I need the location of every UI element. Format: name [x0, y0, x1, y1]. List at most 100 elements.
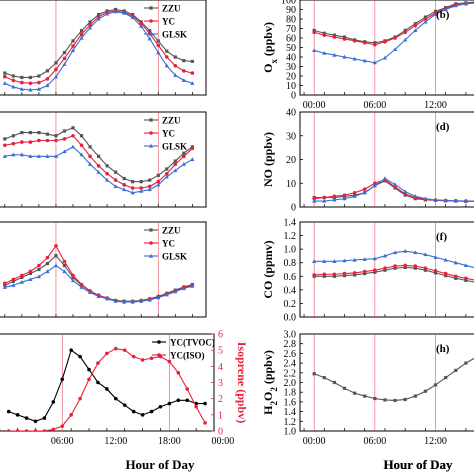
data-point [382, 55, 388, 60]
y-tick-label: 1.8 [284, 388, 297, 399]
data-point [322, 259, 327, 263]
data-point [105, 296, 110, 301]
data-point [45, 132, 50, 136]
data-point [122, 348, 127, 352]
data-point [453, 274, 458, 279]
data-point [131, 354, 136, 359]
data-point [413, 28, 418, 32]
data-point [156, 182, 161, 187]
data-point [383, 398, 387, 402]
y-axis-label-sub: x [269, 59, 279, 64]
data-point [139, 21, 144, 26]
panel-d: 0 10 20 30 40 (d) NO (ppbv) [261, 108, 474, 214]
data-point [88, 145, 92, 149]
data-point [403, 28, 407, 32]
legend-label: YC(ISO) [170, 351, 205, 361]
data-point [96, 380, 100, 385]
x-tick-label: 12:00 [424, 100, 447, 111]
data-point [443, 271, 448, 276]
data-point [53, 154, 59, 158]
data-point [312, 259, 317, 263]
data-point [383, 268, 387, 272]
data-point [54, 254, 58, 258]
panel-tag: (f) [436, 231, 447, 243]
y-tick-label: 1.2 [284, 417, 297, 428]
y2-tick-label: 3 [218, 378, 223, 389]
data-point [62, 129, 67, 133]
data-point [96, 169, 101, 174]
data-point [62, 137, 67, 141]
data-point [342, 196, 347, 201]
data-point [373, 41, 377, 45]
data-point [11, 283, 16, 287]
legend-marker [157, 353, 161, 357]
data-point [403, 248, 408, 253]
data-point [382, 253, 388, 258]
data-point [51, 400, 56, 404]
data-point [96, 294, 101, 299]
data-point [79, 143, 84, 148]
data-point [332, 33, 336, 37]
data-point [71, 133, 75, 138]
series-line-H2O2 [313, 357, 474, 401]
data-point [453, 3, 458, 8]
y-tick-label: 0.2 [284, 299, 297, 310]
data-point [149, 356, 154, 361]
data-point [15, 429, 20, 431]
data-point [28, 271, 32, 276]
data-point [105, 171, 109, 176]
data-point [45, 83, 50, 88]
data-point [185, 387, 190, 391]
data-point [33, 429, 38, 431]
y2-tick-label: 0 [218, 427, 223, 438]
data-point [173, 289, 178, 294]
data-point [148, 178, 152, 182]
data-point [423, 17, 428, 21]
data-point [62, 62, 67, 66]
data-point [79, 152, 84, 157]
data-point [105, 177, 110, 182]
data-point [362, 257, 367, 261]
series-line-YC(TVOC) [8, 349, 206, 422]
data-point [3, 71, 7, 75]
data-point [54, 67, 58, 72]
data-point [190, 157, 195, 162]
data-point [156, 173, 160, 177]
data-point [96, 154, 101, 158]
data-point [342, 35, 347, 39]
data-point [114, 396, 118, 401]
data-point [37, 80, 41, 85]
panel-frame [0, 111, 207, 208]
data-point [78, 396, 82, 401]
data-point [342, 258, 347, 263]
data-point [3, 281, 7, 286]
y-tick-label: 30 [286, 131, 296, 142]
data-point [322, 195, 327, 200]
y-tick-label: 1.6 [284, 397, 297, 408]
data-point [53, 74, 59, 79]
data-point [62, 269, 67, 274]
data-point [54, 134, 58, 138]
data-point [454, 276, 458, 280]
data-point [3, 143, 7, 148]
data-point [362, 40, 367, 45]
data-point [28, 269, 33, 274]
x-tick-label: 00:00 [303, 100, 326, 111]
data-point [140, 413, 145, 417]
data-point [11, 134, 15, 138]
data-point [182, 154, 186, 159]
y-tick-label: 0.0 [284, 313, 297, 324]
data-point [24, 416, 29, 420]
panel-c: ZZU YC GLSK [0, 111, 207, 208]
data-point [423, 196, 428, 201]
data-point [11, 141, 16, 146]
data-point [312, 198, 317, 203]
data-point [167, 359, 172, 364]
y-axis-label-rest: (ppbv) [261, 22, 275, 59]
data-point [463, 263, 468, 268]
data-point [37, 263, 41, 268]
data-point [28, 277, 33, 281]
data-point [79, 32, 84, 37]
data-point [87, 25, 93, 30]
